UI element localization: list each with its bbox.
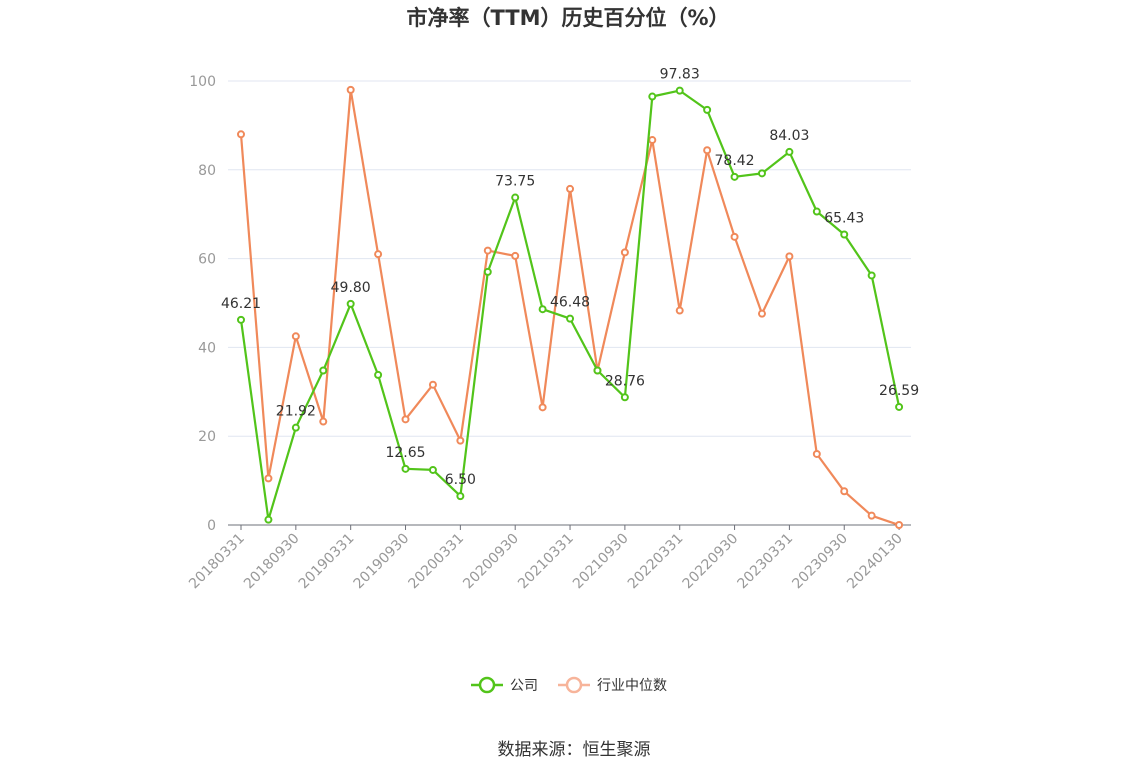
data-point[interactable] [291,332,300,341]
data-point[interactable] [538,305,547,314]
y-tick-label: 60 [198,252,216,268]
data-point[interactable] [566,314,575,323]
data-point[interactable] [730,172,739,181]
x-tick-label: 20190331 [296,531,358,593]
data-point[interactable] [401,464,410,473]
data-point[interactable] [346,299,355,308]
data-label: 78.42 [715,153,755,169]
data-point[interactable] [648,92,657,101]
data-label: 6.50 [445,472,476,488]
data-point[interactable] [346,85,355,94]
data-point[interactable] [675,306,684,315]
data-label: 12.65 [385,445,425,461]
data-label: 28.76 [605,373,645,389]
data-point[interactable] [264,474,273,483]
x-tick-label: 20190930 [351,531,413,593]
y-tick-label: 40 [198,340,216,356]
data-point[interactable] [730,232,739,241]
data-point[interactable] [785,147,794,156]
data-point[interactable] [757,309,766,318]
data-point[interactable] [511,251,520,260]
data-point[interactable] [867,271,876,280]
data-point[interactable] [895,402,904,411]
data-point[interactable] [237,130,245,139]
data-point[interactable] [867,511,876,520]
data-point[interactable] [620,393,629,402]
y-tick-label: 80 [198,163,216,179]
x-tick-label: 20220331 [625,531,687,593]
data-point[interactable] [483,267,492,276]
y-tick-label: 20 [198,429,216,445]
data-point[interactable] [812,207,821,216]
x-tick-label: 20200930 [460,531,522,593]
data-point[interactable] [401,415,410,424]
data-point[interactable] [374,250,383,259]
legend[interactable]: 公司 行业中位数 [471,676,667,694]
data-point[interactable] [812,449,821,458]
x-tick-label: 20200331 [405,531,467,593]
x-tick-label: 20230331 [735,531,797,593]
y-axis: 0 20 40 60 80 100 [189,74,216,534]
chart-title: 市净率（TTM）历史百分位（%） [406,6,729,30]
x-tick-label: 20210930 [570,531,632,593]
x-axis: 2018033120180930201903312019093020200331… [186,524,911,593]
data-label: 21.92 [276,404,316,420]
data-point[interactable] [264,515,273,524]
legend-item-industry-median[interactable]: 行业中位数 [558,676,667,694]
x-tick-label: 20180331 [186,531,248,593]
data-point[interactable] [428,380,437,389]
x-tick-label: 20220930 [680,531,742,593]
data-label: 26.59 [879,383,919,399]
data-point[interactable] [428,465,437,474]
data-label: 49.80 [331,280,371,296]
y-tick-label: 0 [207,518,216,534]
series-group [237,85,904,529]
data-label: 65.43 [824,210,864,226]
data-point[interactable] [319,366,328,375]
legend-marker-icon [478,676,496,694]
x-tick-label: 20230930 [789,531,851,593]
data-point[interactable] [566,184,575,193]
data-point[interactable] [757,169,766,178]
data-point[interactable] [374,370,383,379]
data-point[interactable] [703,146,712,155]
data-point[interactable] [319,417,328,426]
legend-marker-icon [565,676,583,694]
data-label: 46.21 [221,296,261,312]
data-point[interactable] [538,403,547,412]
data-point[interactable] [675,86,684,95]
data-labels: 46.21 21.92 49.80 12.65 6.50 73.75 46.48 28.76 9… [221,67,919,489]
data-point[interactable] [456,436,465,445]
x-tick-label: 20210331 [515,531,577,593]
data-label: 73.75 [495,174,535,190]
data-label: 46.48 [550,295,590,311]
legend-label: 行业中位数 [597,678,667,694]
data-point[interactable] [593,366,602,375]
data-point[interactable] [511,193,520,202]
data-point[interactable] [648,136,657,145]
data-point[interactable] [237,315,245,324]
data-point[interactable] [291,423,300,432]
data-point[interactable] [620,248,629,257]
source-text: 数据来源：恒生聚源 [498,740,651,760]
data-point[interactable] [483,246,492,255]
y-tick-label: 100 [189,74,216,90]
legend-label: 公司 [510,678,538,694]
x-tick-label: 20180930 [241,531,303,593]
data-point[interactable] [840,230,849,239]
legend-item-company[interactable]: 公司 [471,676,538,694]
data-point[interactable] [785,252,794,261]
data-point[interactable] [703,105,712,114]
x-tick-label: 20240130 [844,531,906,593]
data-label: 84.03 [769,128,809,144]
data-point[interactable] [895,521,904,529]
data-point[interactable] [840,487,849,496]
data-point[interactable] [456,492,465,501]
data-label: 97.83 [660,67,700,83]
